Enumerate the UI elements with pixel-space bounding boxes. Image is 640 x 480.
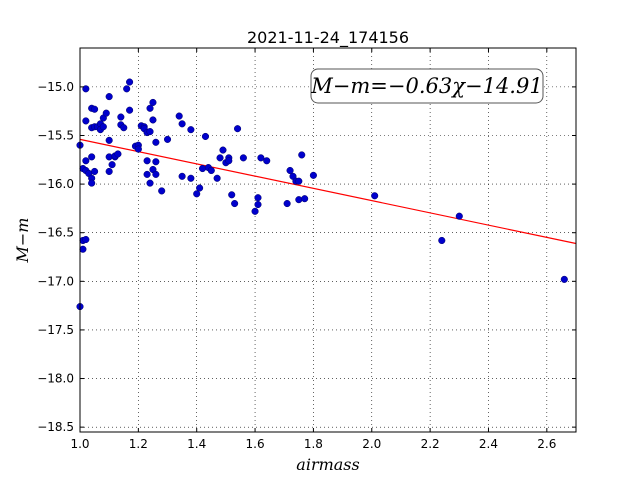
data-point <box>234 125 242 133</box>
x-tick-label: 1.6 <box>246 437 265 451</box>
y-axis-label: M−m <box>13 218 32 264</box>
data-point <box>123 85 131 93</box>
data-point <box>102 109 110 117</box>
data-point <box>152 158 160 166</box>
data-point <box>201 132 210 141</box>
y-tick-label: −17.0 <box>37 274 74 288</box>
data-point <box>149 98 157 106</box>
y-tick-label: −15.0 <box>37 80 74 94</box>
data-point <box>263 157 271 165</box>
x-axis-label: airmass <box>296 455 359 474</box>
data-point <box>105 136 113 144</box>
data-point <box>152 138 160 146</box>
data-point <box>228 191 236 199</box>
data-point <box>257 154 265 162</box>
data-point <box>91 105 99 113</box>
data-point <box>286 166 294 175</box>
data-point <box>213 174 221 182</box>
data-point <box>79 245 87 253</box>
data-point <box>455 212 463 220</box>
data-point <box>82 157 90 165</box>
y-tick-label: −17.5 <box>37 323 74 337</box>
data-point <box>117 113 125 121</box>
plot-area <box>80 48 576 432</box>
data-point <box>295 196 303 204</box>
data-point <box>560 275 568 283</box>
data-point <box>82 235 90 244</box>
data-point <box>207 166 215 175</box>
data-point <box>163 135 172 143</box>
data-point <box>105 93 113 101</box>
data-point <box>120 124 128 132</box>
data-point <box>114 150 122 158</box>
axis-ticks: 1.0 1.2 1.4 1.6 1.8 2.0 2.2 2.4 2.6 −15.0 −15.5 −16… <box>37 48 576 451</box>
data-point <box>175 112 183 120</box>
data-point <box>239 154 247 162</box>
data-point <box>187 126 195 134</box>
x-tick-label: 1.2 <box>129 437 148 451</box>
data-point <box>219 146 227 154</box>
data-point <box>178 172 186 180</box>
x-tick-label: 2.6 <box>537 437 556 451</box>
data-point <box>216 154 224 162</box>
y-tick-label: −16.5 <box>37 226 74 240</box>
data-point <box>198 164 207 173</box>
plot-frame <box>79 47 577 433</box>
data-point <box>99 123 107 131</box>
data-point <box>146 128 154 136</box>
data-point <box>134 145 142 153</box>
data-point <box>231 199 239 208</box>
equation-annotation: M−m=−0.63χ−14.91 <box>310 68 544 104</box>
data-point <box>82 117 90 125</box>
data-point <box>152 170 160 178</box>
data-point <box>283 199 291 208</box>
data-point <box>295 177 303 185</box>
y-tick-label: −16.0 <box>37 177 74 191</box>
data-point <box>371 192 379 200</box>
data-point <box>91 167 99 176</box>
data-point <box>88 179 96 187</box>
y-tick-label: −15.5 <box>37 128 74 142</box>
data-point <box>301 195 309 203</box>
data-point <box>88 153 96 161</box>
data-point <box>298 151 306 159</box>
data-point <box>143 157 151 165</box>
fit-line <box>79 138 577 245</box>
fit-equation-text: M−m=−0.63χ−14.91 <box>310 74 542 98</box>
grid-lines <box>80 48 576 432</box>
data-point <box>187 174 195 182</box>
data-point <box>193 190 201 198</box>
data-point <box>438 236 446 245</box>
y-tick-label: −18.5 <box>37 420 74 434</box>
fit-line-group <box>79 138 577 245</box>
data-points <box>76 78 568 311</box>
data-point <box>178 120 186 128</box>
data-point <box>82 85 90 93</box>
annotation-box <box>310 68 544 104</box>
data-point <box>225 157 233 165</box>
data-point <box>146 179 154 187</box>
x-tick-label: 2.0 <box>362 437 381 451</box>
data-point <box>143 170 151 178</box>
x-tick-label: 1.4 <box>187 437 206 451</box>
data-point <box>158 187 166 195</box>
data-point <box>196 184 204 192</box>
x-tick-label: 2.4 <box>479 437 498 451</box>
data-point <box>105 167 113 176</box>
data-point <box>146 104 154 112</box>
data-point <box>149 116 157 124</box>
x-tick-label: 1.0 <box>70 437 89 451</box>
data-point <box>309 171 317 179</box>
data-point <box>108 161 116 169</box>
y-tick-label: −18.0 <box>37 372 74 386</box>
chart-title: 2021-11-24_174156 <box>247 28 409 48</box>
x-tick-label: 2.2 <box>421 437 440 451</box>
data-point <box>126 78 134 86</box>
x-tick-label: 1.8 <box>304 437 323 451</box>
data-point <box>126 106 134 114</box>
data-point <box>251 207 259 215</box>
data-point <box>254 200 262 209</box>
data-point <box>254 194 262 202</box>
